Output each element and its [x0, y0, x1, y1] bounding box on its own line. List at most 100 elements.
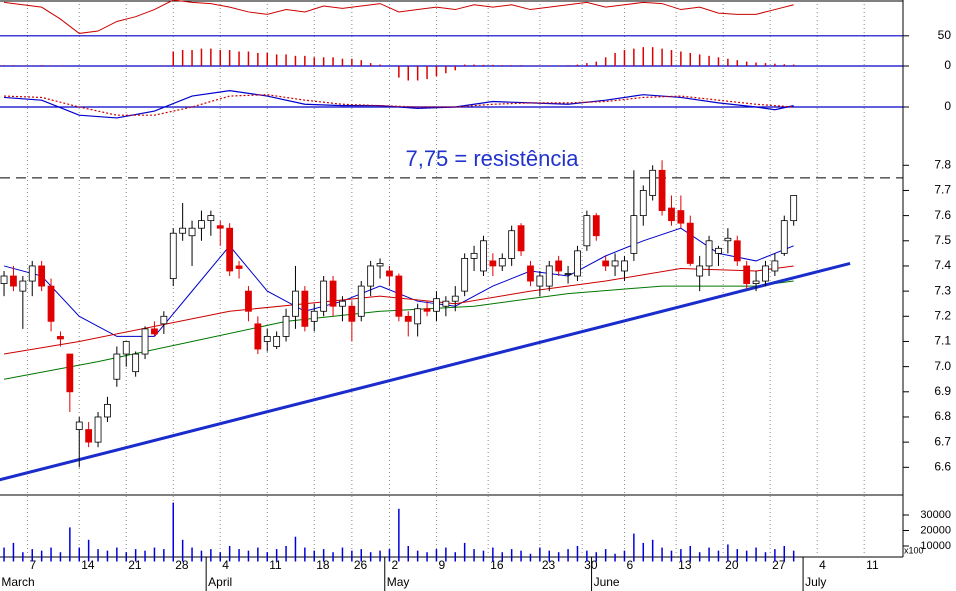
candle-body: [780, 220, 788, 254]
month-label: March: [1, 575, 34, 589]
y-tick-label: 7.2: [934, 308, 951, 322]
candle-body: [367, 265, 375, 287]
y-tick-label: 0: [944, 58, 951, 72]
candle-body: [592, 215, 600, 237]
candle-body: [376, 263, 384, 267]
x-tick-label: 14: [81, 558, 95, 572]
candle-body: [132, 353, 140, 373]
x-tick-label: 11: [866, 558, 879, 572]
candle-body: [386, 270, 393, 277]
candle-body: [113, 353, 121, 380]
y-tick-label: 6.8: [934, 409, 951, 423]
candle-body: [771, 260, 779, 272]
y-tick-label: 50: [938, 28, 952, 42]
candle-body: [94, 416, 102, 443]
candle-body: [762, 265, 769, 282]
candle-body: [470, 252, 478, 259]
x-tick-label: 2: [391, 558, 398, 572]
y-tick-label: 7.8: [934, 157, 951, 171]
candle-body: [320, 280, 328, 312]
month-label: July: [805, 575, 826, 589]
x-tick-label: 26: [354, 558, 368, 572]
candle-body: [696, 265, 704, 277]
y-tick-label: 20000: [920, 524, 951, 536]
candle-body: [545, 265, 553, 287]
x-tick-label: 4: [222, 558, 229, 572]
macd-line: [4, 94, 794, 116]
y-tick-label: 10000: [920, 540, 951, 552]
month-label: April: [208, 575, 232, 589]
candle-body: [75, 421, 83, 430]
candle-body: [141, 328, 149, 355]
candle-body: [442, 300, 450, 307]
candle-body: [461, 258, 469, 292]
candle-body: [649, 169, 657, 196]
x-tick-label: 18: [316, 558, 330, 572]
candle-body: [451, 295, 459, 302]
trendline: [0, 261, 851, 482]
candle-body: [574, 250, 581, 277]
y-tick-label: 30000: [920, 509, 951, 521]
candle-body: [104, 403, 111, 418]
candle-body: [235, 265, 243, 269]
x-tick-label: 7: [30, 558, 37, 572]
candle-body: [733, 240, 741, 262]
candle-body: [433, 298, 440, 312]
candle-body: [489, 260, 497, 267]
month-label: May: [387, 575, 410, 589]
candle-body: [179, 227, 187, 234]
candle-body: [245, 290, 252, 312]
y-tick-label: 6.6: [934, 459, 951, 473]
candle-body: [602, 260, 610, 267]
candle-body: [611, 260, 619, 267]
x-tick-label: 27: [772, 558, 786, 572]
rsi-line: [3, 0, 794, 34]
candle-body: [404, 315, 412, 322]
y-tick-label: 7.7: [934, 183, 951, 197]
candle-body: [216, 225, 224, 229]
candle-body: [705, 240, 713, 267]
candle-body: [621, 260, 628, 272]
candle-body: [395, 275, 403, 317]
candle-body: [790, 195, 798, 222]
candle-body: [19, 280, 27, 292]
x-tick-label: 20: [725, 558, 739, 572]
candle-body: [724, 237, 732, 242]
month-label: June: [594, 575, 620, 589]
x-tick-label: 21: [128, 558, 142, 572]
candle-body: [66, 353, 74, 393]
candle-body: [658, 169, 666, 211]
volume-unit: x100: [904, 545, 924, 555]
x-tick-label: 9: [438, 558, 445, 572]
candle-body: [668, 207, 675, 222]
candle-body: [0, 275, 8, 284]
candle-body: [188, 227, 196, 237]
x-tick-label: 13: [678, 558, 692, 572]
candle-body: [273, 336, 281, 347]
candle-body: [743, 265, 751, 284]
candle-body: [292, 290, 299, 317]
candle-body: [555, 260, 563, 272]
candle-body: [480, 240, 487, 272]
x-tick-label: 23: [542, 558, 556, 572]
candle-body: [151, 328, 158, 335]
x-tick-label: 28: [175, 558, 189, 572]
y-tick-label: 0: [944, 99, 951, 113]
y-tick-label: 7.0: [934, 359, 951, 373]
y-tick-label: 7.4: [934, 258, 951, 272]
candle-body: [630, 215, 638, 254]
candle-body: [517, 225, 525, 252]
candle-body: [10, 275, 17, 287]
x-tick-label: 11: [269, 558, 282, 572]
y-tick-label: 6.7: [934, 434, 951, 448]
y-tick-label: 7.6: [934, 208, 951, 222]
candle-body: [310, 310, 318, 322]
candle-body: [301, 290, 309, 327]
candle-body: [263, 336, 271, 342]
candle-body: [198, 220, 205, 229]
candle-body: [226, 227, 234, 272]
candle-body: [414, 308, 422, 325]
macd-line: [3, 89, 794, 119]
